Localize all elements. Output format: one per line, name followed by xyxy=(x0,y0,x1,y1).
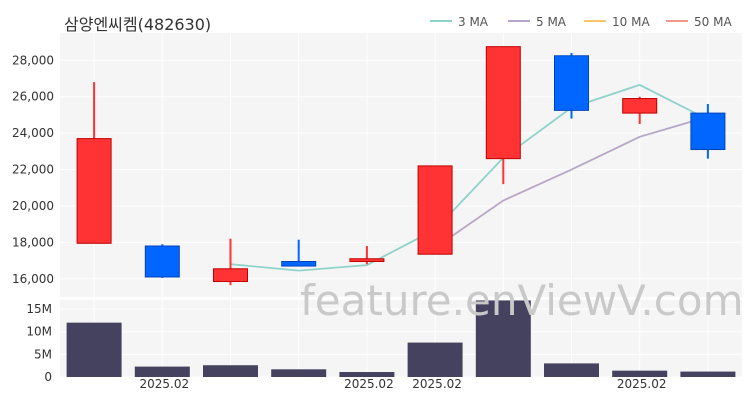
chart-title: 삼양엔씨켐(482630) xyxy=(64,15,212,34)
volume-bar xyxy=(612,370,668,377)
watermark: feature.enViewV.com xyxy=(300,276,744,325)
candle-body xyxy=(622,98,658,114)
legend-label-3ma: 3 MA xyxy=(458,15,489,29)
legend-item-3ma[interactable]: 3 MA xyxy=(430,15,488,29)
legend: 3 MA 5 MA 10 MA 50 MA xyxy=(430,15,742,33)
candle-body xyxy=(554,55,589,111)
legend-swatch-5ma xyxy=(508,19,530,22)
volume-tick-label: 10M xyxy=(26,325,52,339)
legend-item-10ma[interactable]: 10 MA xyxy=(584,15,650,29)
candle-body xyxy=(213,268,248,283)
volume-bar xyxy=(544,363,599,377)
volume-bar xyxy=(134,366,190,377)
ma3-line xyxy=(230,83,709,272)
legend-label-10ma: 10 MA xyxy=(612,15,650,29)
legend-label-5ma: 5 MA xyxy=(536,15,567,29)
volume-bar xyxy=(339,372,395,377)
volume-bar xyxy=(66,322,122,377)
volume-bar xyxy=(680,371,736,377)
legend-item-5ma[interactable]: 5 MA xyxy=(508,15,566,29)
candle-body xyxy=(417,165,453,255)
candle-body xyxy=(76,138,112,244)
candle-body xyxy=(485,46,521,160)
candle-body xyxy=(690,112,726,151)
x-tick-label: 2025.02 xyxy=(412,377,462,391)
price-tick-label: 16,000 xyxy=(12,272,54,286)
legend-swatch-10ma xyxy=(584,19,606,22)
volume-tick-label: 0 xyxy=(44,370,52,384)
legend-label-50ma: 50 MA xyxy=(694,15,732,29)
volume-plot-area xyxy=(60,300,742,377)
volume-tick-label: 5M xyxy=(34,347,52,361)
price-tick-label: 24,000 xyxy=(12,126,54,140)
price-tick-label: 26,000 xyxy=(12,90,54,104)
price-tick-label: 22,000 xyxy=(12,163,54,177)
legend-item-50ma[interactable]: 50 MA xyxy=(666,15,732,29)
legend-swatch-50ma xyxy=(666,19,688,22)
x-tick-label: 2025.02 xyxy=(139,377,189,391)
volume-bar xyxy=(407,342,463,377)
volume-bar xyxy=(475,300,531,377)
legend-swatch-3ma xyxy=(430,19,452,22)
candle-body xyxy=(144,245,180,278)
volume-bar xyxy=(203,365,258,377)
candle-body xyxy=(349,258,385,262)
price-tick-label: 28,000 xyxy=(12,53,54,67)
price-tick-label: 20,000 xyxy=(12,199,54,213)
x-tick-label: 2025.02 xyxy=(617,377,667,391)
ma5-line xyxy=(434,115,709,249)
candle-body xyxy=(281,260,317,267)
price-tick-label: 18,000 xyxy=(12,235,54,249)
x-tick-label: 2025.02 xyxy=(344,377,394,391)
volume-bar xyxy=(271,369,327,377)
volume-tick-label: 15M xyxy=(26,302,52,316)
